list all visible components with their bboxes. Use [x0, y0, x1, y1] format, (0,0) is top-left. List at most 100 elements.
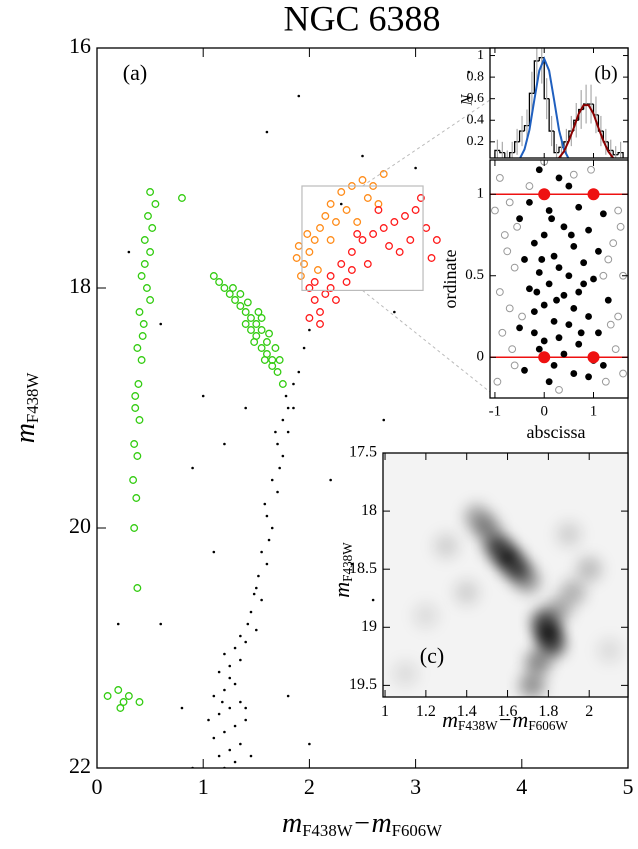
point: [606, 320, 615, 329]
point: [604, 255, 613, 264]
panel-label: (b): [594, 63, 617, 85]
y-tick-label: 16: [69, 33, 91, 58]
point: [233, 724, 237, 728]
point: [374, 206, 383, 214]
point: [133, 452, 142, 460]
point: [339, 202, 343, 206]
point: [363, 194, 372, 202]
point: [498, 328, 507, 337]
label-text: m: [442, 707, 458, 732]
point: [518, 312, 526, 321]
point: [201, 394, 205, 398]
point: [281, 418, 285, 422]
point: [132, 494, 141, 502]
label-subscript: F606W: [528, 718, 568, 733]
point: [316, 320, 324, 328]
x-tick-label: 0: [92, 774, 103, 799]
point: [302, 346, 306, 350]
point: [305, 248, 314, 256]
point: [535, 166, 543, 174]
point: [416, 194, 425, 202]
point: [228, 284, 237, 292]
point: [329, 478, 332, 482]
y-axis-label: mF438W: [10, 373, 41, 444]
point: [521, 366, 528, 374]
point: [316, 308, 324, 316]
point: [508, 345, 517, 353]
point: [270, 478, 274, 482]
point: [228, 664, 232, 668]
point: [129, 476, 138, 484]
point: [614, 312, 623, 321]
point: [137, 272, 146, 280]
point: [530, 329, 538, 337]
point: [265, 130, 269, 134]
point: [271, 344, 280, 352]
point: [262, 338, 271, 346]
point: [178, 194, 186, 202]
density-blob: [559, 579, 586, 606]
label-text: m: [10, 423, 41, 443]
point: [124, 692, 133, 700]
point: [565, 272, 573, 280]
point: [241, 308, 250, 316]
point: [278, 466, 281, 470]
plot-area: [494, 48, 624, 158]
label-text: m: [329, 582, 354, 598]
point: [427, 254, 436, 262]
y-tick-label: 18: [361, 502, 377, 519]
point: [342, 278, 351, 286]
point: [526, 285, 533, 293]
point: [585, 226, 592, 234]
point: [310, 296, 319, 304]
histogram-step: [533, 60, 540, 94]
point: [257, 344, 266, 352]
point: [148, 224, 157, 232]
point: [538, 256, 546, 263]
label-subscript: F438W: [23, 373, 42, 424]
point: [590, 275, 597, 283]
point: [505, 304, 514, 313]
point: [265, 562, 269, 566]
histogram-step: [548, 98, 555, 132]
point: [337, 188, 346, 196]
point: [555, 385, 563, 394]
point: [379, 224, 388, 232]
histogram-step: [499, 150, 505, 154]
point: [228, 676, 232, 680]
axes-frame: [489, 47, 629, 159]
point: [550, 317, 558, 325]
y-axis-label: ordinate: [440, 250, 460, 309]
point: [575, 203, 583, 211]
point: [135, 698, 144, 706]
point: [142, 284, 151, 292]
point: [159, 322, 163, 326]
x-tick-label: 1: [381, 703, 389, 720]
y-axis-label: mF438W: [329, 542, 355, 598]
point: [432, 236, 441, 244]
point: [585, 313, 592, 320]
density-blob: [539, 631, 566, 658]
y-tick-label: 18: [69, 273, 91, 298]
point: [411, 206, 420, 214]
histogram-step: [538, 57, 545, 61]
point: [274, 430, 277, 434]
plot-area: [392, 503, 623, 697]
point: [244, 718, 247, 722]
axes-frame: [382, 452, 629, 698]
point: [223, 688, 226, 692]
point: [545, 280, 553, 288]
zoom-connector: [362, 99, 491, 187]
point: [212, 550, 216, 554]
label-text: −m: [353, 808, 392, 839]
point: [116, 622, 120, 626]
point: [595, 247, 602, 255]
point: [249, 610, 253, 614]
point: [538, 351, 551, 364]
point: [244, 706, 247, 710]
point: [133, 584, 142, 592]
point: [599, 210, 607, 218]
point: [254, 586, 258, 590]
point: [570, 304, 578, 312]
x-tick-label: 1.4: [457, 703, 477, 720]
